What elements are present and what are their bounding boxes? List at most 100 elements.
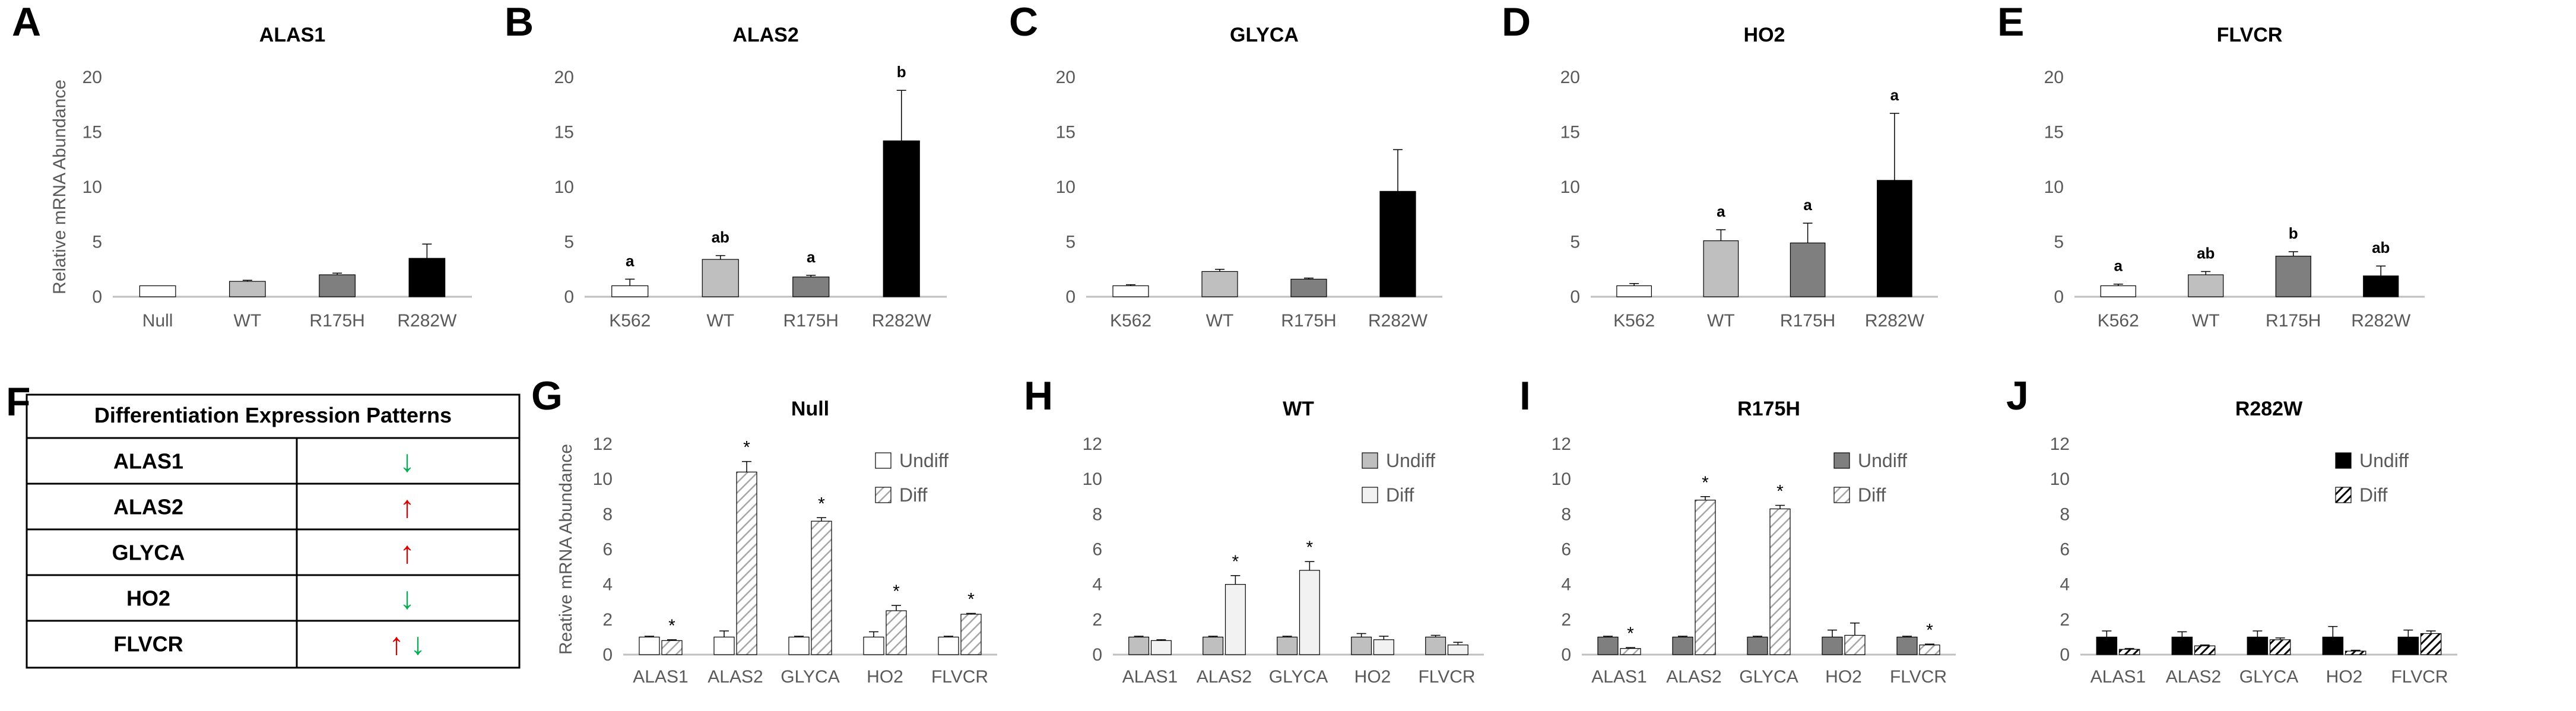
bar [1620, 648, 1641, 655]
bar [1425, 636, 1446, 655]
y-tick-label: 5 [1570, 233, 1580, 252]
x-tick-label: GLYCA [1269, 667, 1328, 687]
bar [1822, 636, 1843, 655]
significance-label: a [807, 248, 816, 266]
bar [792, 277, 830, 297]
significance-label: a [1803, 196, 1812, 214]
x-tick-label: WT [1206, 311, 1234, 331]
chart-title: ALAS2 [732, 24, 798, 46]
x-tick-label: GLYCA [781, 667, 839, 687]
panel-letter: E [1997, 0, 2024, 45]
x-tick-label: R282W [1865, 311, 1925, 331]
bar [2420, 633, 2442, 655]
table-gene-label: FLVCR [113, 632, 183, 656]
y-tick-label: 20 [83, 68, 102, 87]
bar [2397, 636, 2419, 655]
significance-star: * [1776, 482, 1784, 501]
y-tick-label: 20 [1056, 68, 1076, 87]
panel-letter: J [2006, 373, 2029, 418]
bar [2269, 639, 2291, 655]
bar [736, 471, 757, 655]
y-tick-label: 10 [1552, 469, 1571, 489]
y-tick-label: 2 [1092, 610, 1102, 630]
bar [883, 140, 920, 297]
panel-letter: D [1502, 0, 1531, 45]
bar [1747, 636, 1768, 655]
bar [2096, 636, 2118, 655]
panel-letter: A [12, 0, 41, 45]
y-tick-label: 12 [593, 434, 613, 454]
x-tick-label: HO2 [1354, 667, 1391, 687]
x-tick-label: ALAS2 [2166, 667, 2221, 687]
panel-letter: B [505, 0, 534, 45]
x-tick-label: GLYCA [2239, 667, 2298, 687]
bar [788, 636, 810, 655]
legend-label: Diff [2359, 484, 2388, 506]
y-tick-label: 0 [1065, 287, 1076, 307]
significance-star: * [967, 589, 975, 609]
y-tick-label: 5 [564, 233, 574, 252]
y-tick-label: 0 [2054, 287, 2064, 307]
x-tick-label: K562 [1613, 311, 1655, 331]
bar [1447, 645, 1468, 655]
y-tick-label: 0 [564, 287, 574, 307]
x-tick-label: ALAS2 [1197, 667, 1252, 687]
x-tick-label: FLVCR [931, 667, 988, 687]
chart-title: R282W [2235, 398, 2303, 420]
y-axis-label: Reative mRNA Abundance [556, 444, 576, 655]
x-tick-label: WT [234, 311, 262, 331]
panel-letter: I [1519, 373, 1531, 418]
y-tick-label: 0 [92, 287, 102, 307]
significance-label: ab [2372, 239, 2390, 256]
x-tick-label: R175H [309, 311, 364, 331]
y-tick-label: 15 [1056, 123, 1076, 142]
panel-d: D HO2 0 5 10 15 20 K562 WT R175H R282W a a a [1502, 0, 1938, 331]
y-tick-label: 4 [2060, 575, 2070, 595]
bar [1844, 634, 1866, 655]
bar [2100, 285, 2136, 297]
bar [713, 636, 735, 655]
significance-star: * [668, 616, 675, 636]
legend-label: Diff [1386, 484, 1414, 506]
panel-i: I R175H 0 2 4 6 8 10 12 ALAS1 ALAS2 GLYCA HO2 FLVCR * *… [1519, 373, 1956, 687]
x-tick-label: WT [2192, 311, 2220, 331]
x-tick-label: R175H [783, 311, 839, 331]
chart-title: FLVCR [2217, 24, 2283, 46]
y-tick-label: 10 [1560, 177, 1580, 197]
bar [2322, 636, 2344, 655]
y-axis-label: Relative mRNA Abundance [50, 80, 69, 294]
x-tick-label: WT [1707, 311, 1735, 331]
x-tick-label: R175H [2266, 311, 2321, 331]
bar [886, 610, 907, 655]
arrow-up-icon: ↑ [399, 536, 415, 570]
arrow-up-icon: ↑ [389, 627, 404, 662]
significance-star: * [1232, 552, 1239, 572]
y-tick-label: 20 [2044, 68, 2064, 87]
chart-title: ALAS1 [259, 24, 325, 46]
table-gene-label: ALAS1 [113, 449, 183, 474]
y-tick-label: 6 [1561, 540, 1571, 560]
x-tick-label: WT [706, 311, 734, 331]
panel-j: J R282W 0 2 4 6 8 10 12 ALAS1 ALAS2 GLYCA HO2 FLVCR Un… [2006, 373, 2457, 687]
y-tick-label: 6 [2060, 540, 2070, 560]
y-tick-label: 4 [602, 575, 613, 595]
x-tick-label: FLVCR [1418, 667, 1475, 687]
panel-letter: C [1009, 0, 1038, 45]
x-tick-label: R282W [2351, 311, 2411, 331]
bar [1201, 271, 1238, 297]
table-gene-label: GLYCA [112, 541, 185, 565]
significance-label: ab [2197, 244, 2215, 262]
arrow-down-icon: ↓ [399, 445, 415, 479]
bar [2275, 255, 2311, 297]
significance-label: a [1890, 86, 1899, 104]
y-tick-label: 15 [1560, 123, 1580, 142]
bar [2363, 275, 2399, 297]
x-tick-label: ALAS1 [633, 667, 688, 687]
panel-letter: G [531, 373, 563, 418]
bar [2118, 649, 2140, 655]
bar [2188, 274, 2224, 297]
y-tick-label: 10 [593, 469, 613, 489]
bar [1290, 278, 1327, 297]
